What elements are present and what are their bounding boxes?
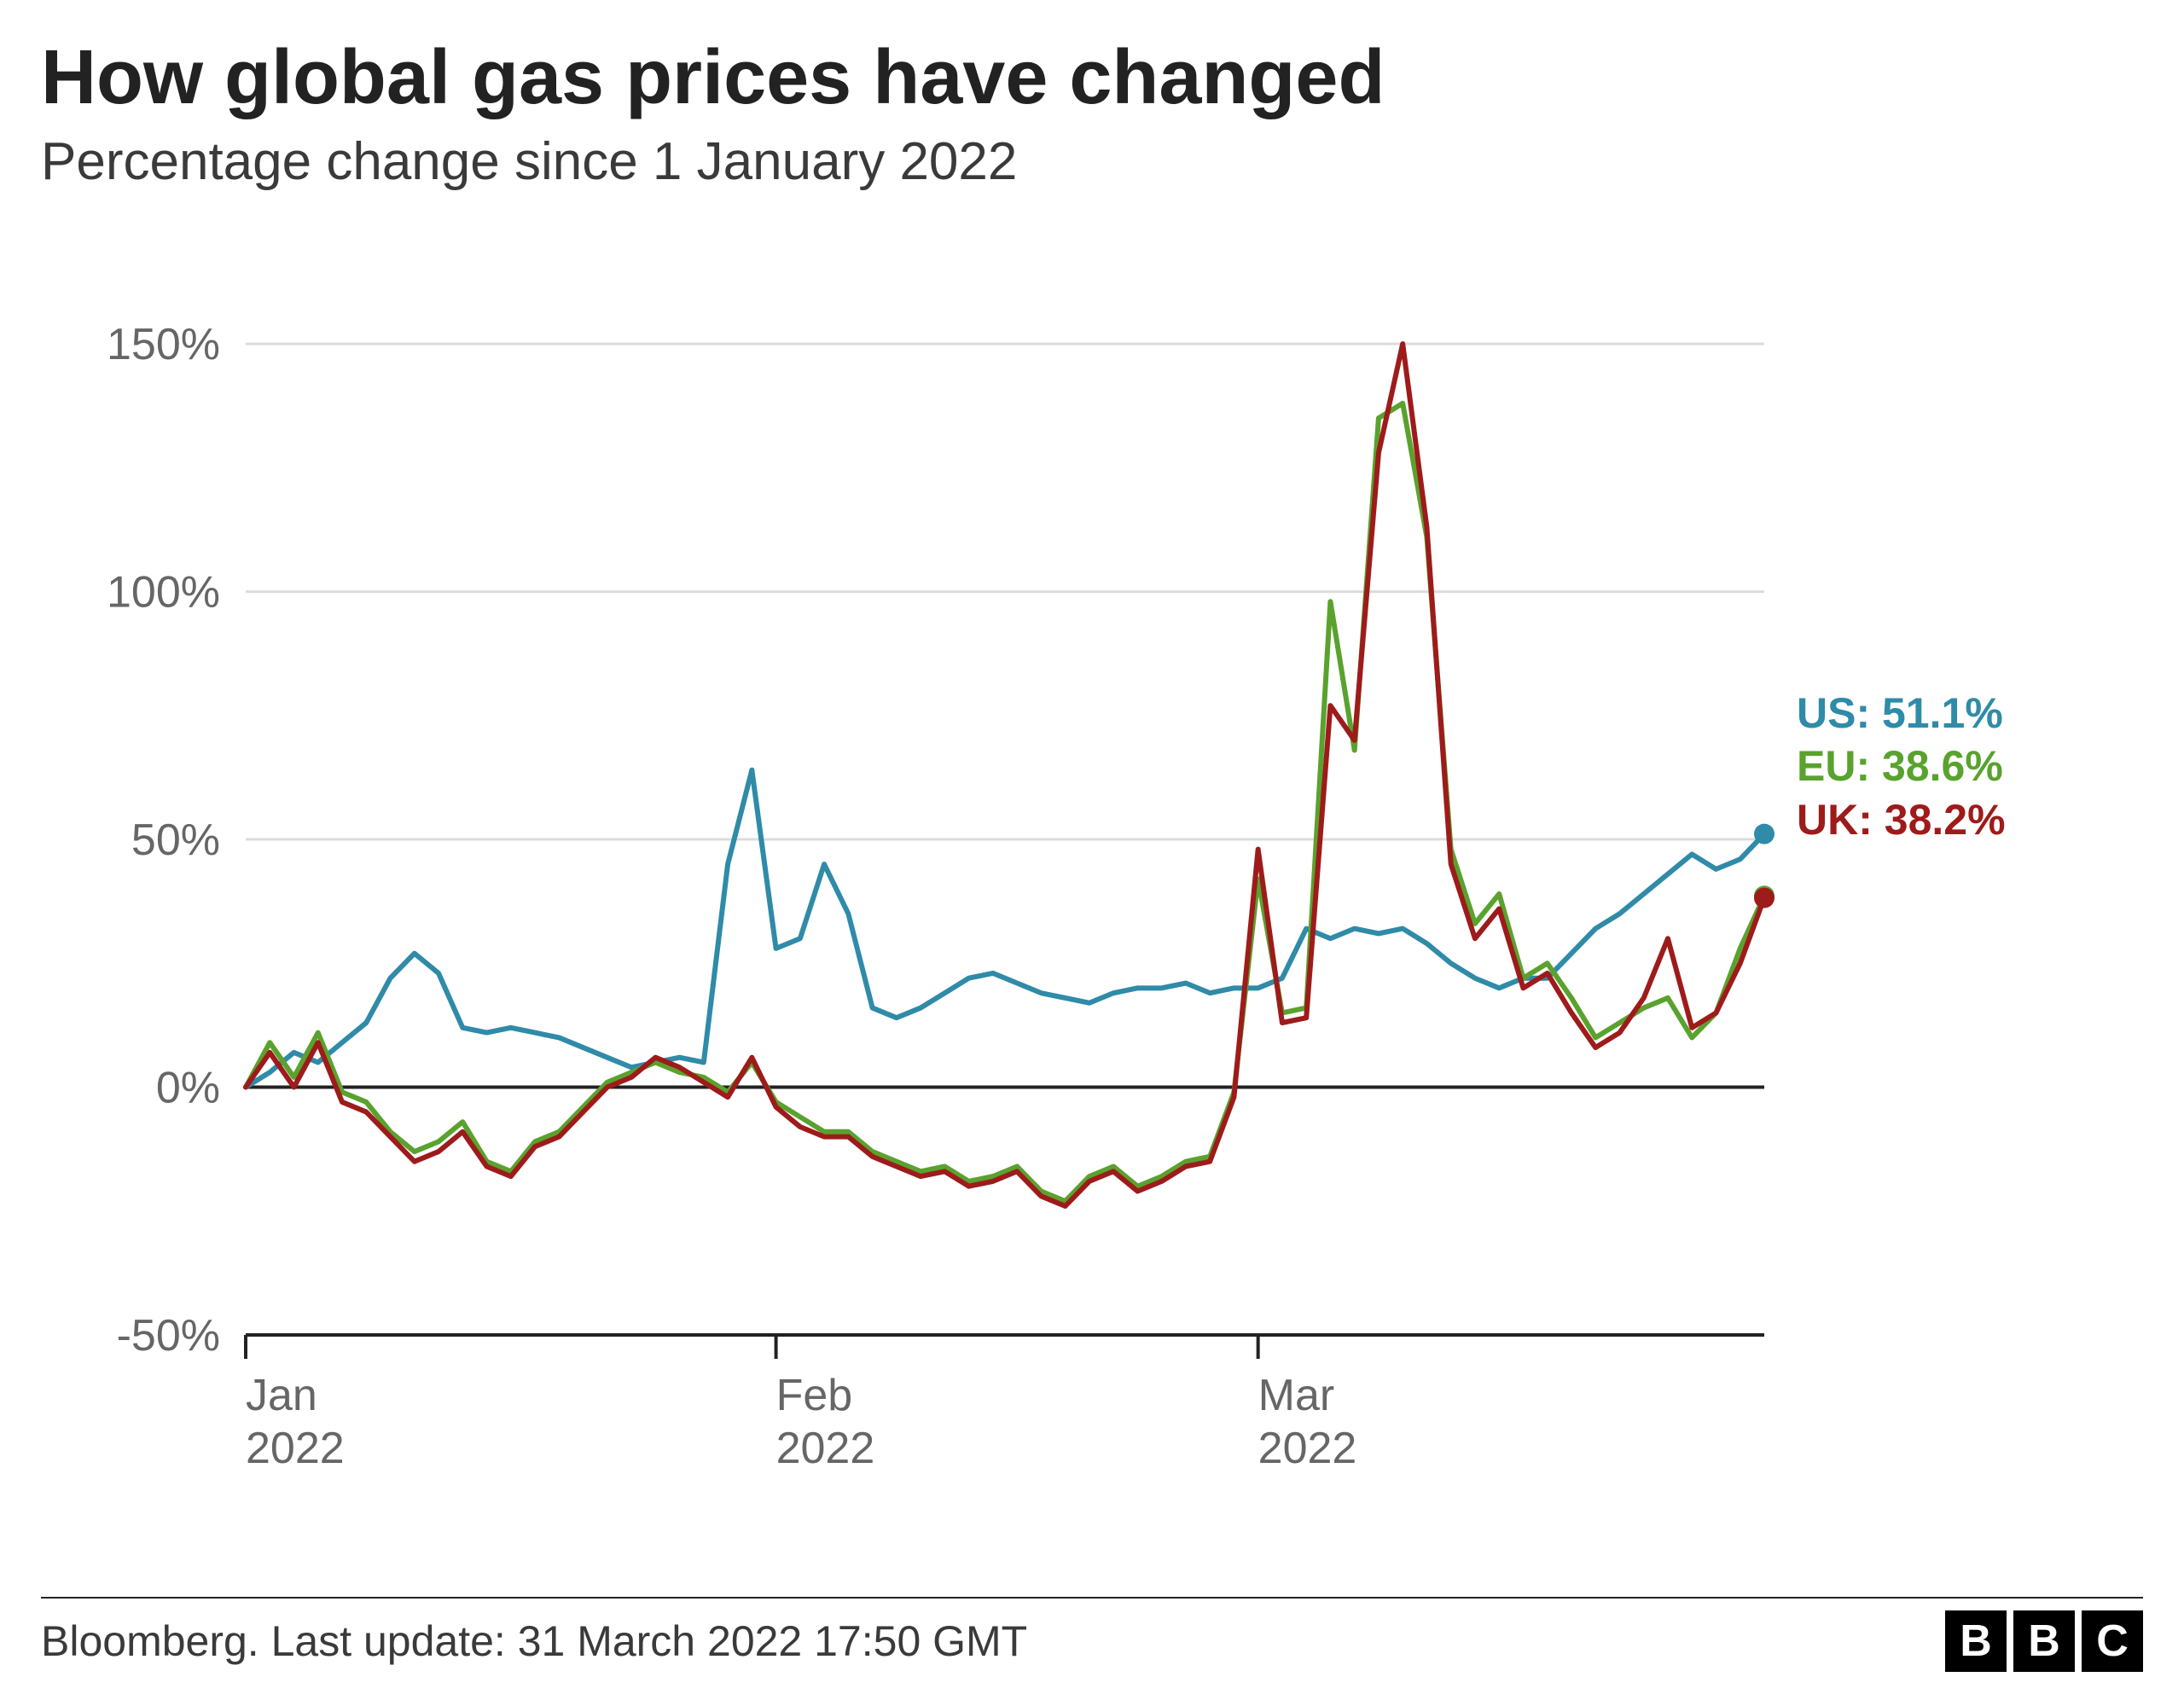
svg-text:0%: 0% (156, 1063, 220, 1112)
svg-text:Jan: Jan (246, 1371, 317, 1420)
chart-title: How global gas prices have changed (41, 34, 2143, 123)
chart-subtitle: Percentage change since 1 January 2022 (41, 131, 2143, 192)
svg-text:50%: 50% (131, 815, 220, 865)
bbc-logo: B B C (1945, 1610, 2143, 1672)
svg-text:2022: 2022 (246, 1424, 345, 1473)
series-label-us: US: 51.1% (1797, 687, 2006, 740)
series-end-labels: US: 51.1%EU: 38.6%UK: 38.2% (1797, 687, 2006, 847)
plot-area: -50%0%50%100%150%Jan2022Feb2022Mar2022 U… (41, 294, 2143, 1561)
svg-text:-50%: -50% (117, 1311, 220, 1361)
series-label-uk: UK: 38.2% (1797, 793, 2006, 847)
series-label-eu: EU: 38.6% (1797, 740, 2006, 793)
source-text: Bloomberg. Last update: 31 March 2022 17… (41, 1616, 1027, 1666)
svg-text:2022: 2022 (1258, 1424, 1357, 1473)
svg-text:Feb: Feb (776, 1371, 853, 1420)
svg-text:2022: 2022 (776, 1424, 875, 1473)
bbc-logo-b2: B (2013, 1610, 2075, 1672)
bbc-logo-b1: B (1945, 1610, 2007, 1672)
chart-card: How global gas prices have changed Perce… (0, 0, 2184, 1706)
bbc-logo-c: C (2082, 1610, 2143, 1672)
svg-text:Mar: Mar (1258, 1371, 1335, 1420)
chart-footer: Bloomberg. Last update: 31 March 2022 17… (41, 1597, 2143, 1672)
svg-text:150%: 150% (107, 320, 220, 369)
svg-text:100%: 100% (107, 567, 220, 617)
line-chart-svg: -50%0%50%100%150%Jan2022Feb2022Mar2022 (41, 294, 2184, 1557)
